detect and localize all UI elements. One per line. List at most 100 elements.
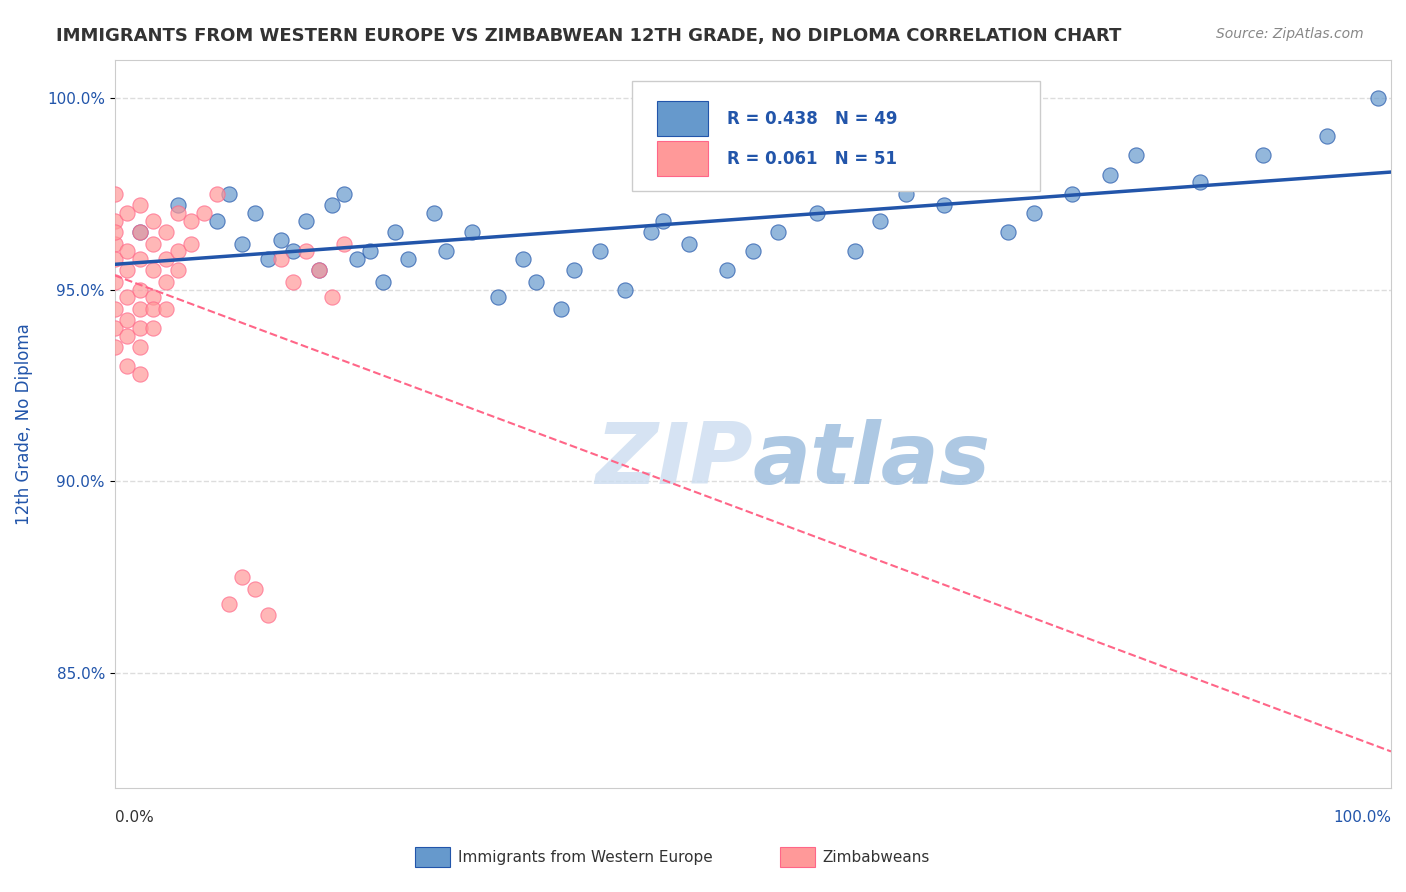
Point	[562, 263, 585, 277]
Point	[129, 198, 152, 212]
Point	[422, 206, 444, 220]
Point	[104, 213, 127, 227]
Point	[283, 275, 305, 289]
Point	[678, 236, 700, 251]
Point	[117, 263, 139, 277]
Text: Immigrants from Western Europe: Immigrants from Western Europe	[458, 850, 713, 864]
Point	[844, 244, 866, 259]
Point	[243, 582, 266, 596]
Point	[104, 340, 127, 354]
Point	[142, 321, 165, 335]
Point	[321, 290, 343, 304]
Point	[333, 236, 356, 251]
Point	[308, 263, 330, 277]
Point	[117, 328, 139, 343]
Point	[934, 198, 956, 212]
Point	[104, 321, 127, 335]
Point	[1188, 175, 1211, 189]
Point	[129, 367, 152, 381]
FancyBboxPatch shape	[631, 81, 1040, 191]
Point	[321, 198, 343, 212]
Point	[524, 275, 547, 289]
Point	[104, 186, 127, 201]
Point	[652, 213, 675, 227]
Point	[155, 225, 177, 239]
Bar	[780, 847, 815, 867]
Point	[205, 213, 228, 227]
Point	[461, 225, 484, 239]
Point	[243, 206, 266, 220]
Point	[104, 225, 127, 239]
Point	[1099, 168, 1122, 182]
Point	[142, 301, 165, 316]
Point	[359, 244, 381, 259]
Point	[129, 321, 152, 335]
Point	[167, 263, 190, 277]
Point	[142, 263, 165, 277]
Point	[270, 252, 292, 266]
Point	[256, 608, 278, 623]
Text: R = 0.438   N = 49: R = 0.438 N = 49	[727, 110, 898, 128]
Point	[588, 244, 610, 259]
Point	[104, 236, 127, 251]
Point	[117, 244, 139, 259]
Point	[104, 275, 127, 289]
Bar	[415, 847, 450, 867]
Point	[167, 244, 190, 259]
Point	[295, 213, 318, 227]
Point	[371, 275, 394, 289]
Point	[129, 225, 152, 239]
Point	[295, 244, 318, 259]
Point	[142, 236, 165, 251]
Point	[180, 213, 202, 227]
Point	[1253, 148, 1275, 162]
Point	[997, 225, 1019, 239]
Point	[1125, 148, 1147, 162]
Point	[205, 186, 228, 201]
Point	[193, 206, 215, 220]
Point	[104, 301, 127, 316]
Text: atlas: atlas	[752, 418, 991, 501]
Point	[117, 313, 139, 327]
Point	[142, 213, 165, 227]
Point	[155, 252, 177, 266]
Point	[308, 263, 330, 277]
Point	[180, 236, 202, 251]
Point	[155, 275, 177, 289]
Point	[117, 290, 139, 304]
Point	[167, 206, 190, 220]
Point	[486, 290, 509, 304]
Point	[894, 186, 917, 201]
Point	[129, 225, 152, 239]
Point	[129, 301, 152, 316]
Point	[129, 283, 152, 297]
Bar	[657, 101, 709, 136]
Point	[218, 597, 240, 611]
Point	[1367, 91, 1389, 105]
Point	[270, 233, 292, 247]
Point	[1022, 206, 1045, 220]
Text: ZIP: ZIP	[595, 418, 752, 501]
Point	[167, 198, 190, 212]
Point	[333, 186, 356, 201]
Text: Zimbabweans: Zimbabweans	[823, 850, 929, 864]
Point	[869, 213, 891, 227]
Point	[972, 168, 994, 182]
Point	[640, 225, 662, 239]
Point	[231, 236, 253, 251]
Point	[384, 225, 406, 239]
Point	[104, 252, 127, 266]
Point	[396, 252, 419, 266]
Point	[283, 244, 305, 259]
Point	[117, 359, 139, 374]
Point	[231, 570, 253, 584]
Point	[614, 283, 637, 297]
Point	[346, 252, 368, 266]
Point	[550, 301, 572, 316]
Point	[218, 186, 240, 201]
Point	[741, 244, 763, 259]
Point	[155, 301, 177, 316]
Bar	[657, 141, 709, 176]
Point	[256, 252, 278, 266]
Text: 0.0%: 0.0%	[115, 810, 153, 825]
